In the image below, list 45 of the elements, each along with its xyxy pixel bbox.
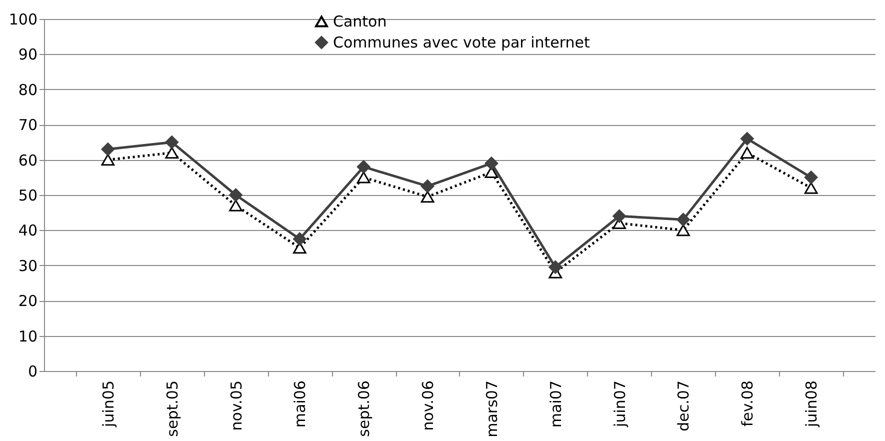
point bbox=[165, 136, 179, 149]
point bbox=[612, 209, 626, 223]
point bbox=[804, 170, 818, 184]
y-tick-label: 90 bbox=[18, 46, 38, 64]
point bbox=[804, 182, 818, 194]
point bbox=[101, 142, 115, 156]
point bbox=[676, 224, 690, 236]
legend-label: Canton bbox=[333, 12, 387, 30]
y-tick-label: 20 bbox=[18, 292, 38, 310]
x-tick-label: sept.05 bbox=[163, 380, 182, 437]
y-tick-label: 80 bbox=[18, 80, 38, 99]
x-tick-label: sept.06 bbox=[355, 380, 374, 437]
point bbox=[420, 190, 434, 203]
point bbox=[740, 132, 754, 146]
point bbox=[548, 260, 562, 274]
x-tick-label: mars07 bbox=[482, 380, 501, 438]
y-tick-label: 100 bbox=[8, 10, 38, 28]
x-tick-label: juin05 bbox=[99, 380, 118, 428]
y-tick-label: 0 bbox=[28, 362, 38, 380]
point bbox=[165, 146, 179, 159]
point bbox=[420, 180, 434, 193]
point bbox=[229, 188, 242, 202]
point bbox=[293, 232, 306, 246]
point bbox=[356, 172, 370, 184]
x-tick-label: mai07 bbox=[546, 380, 565, 428]
x-tick-label: mai06 bbox=[291, 380, 310, 428]
point bbox=[229, 200, 242, 212]
point bbox=[101, 154, 115, 166]
y-tick-label: 70 bbox=[18, 116, 38, 134]
y-tick-label: 40 bbox=[18, 222, 38, 240]
x-tick-label: juin07 bbox=[610, 380, 629, 428]
x-tick-label: nov.06 bbox=[419, 380, 438, 431]
legend-label: Communes avec vote par internet bbox=[333, 34, 590, 52]
point bbox=[740, 146, 754, 159]
point bbox=[676, 212, 690, 226]
point bbox=[356, 160, 370, 174]
y-tick-label: 60 bbox=[18, 151, 38, 170]
x-tick-label: dec.07 bbox=[674, 380, 693, 432]
y-tick-label: 50 bbox=[18, 186, 38, 204]
y-tick-label: 30 bbox=[18, 256, 38, 275]
point bbox=[484, 156, 498, 170]
x-tick-label: fev.08 bbox=[738, 380, 757, 427]
x-tick-label: nov.05 bbox=[227, 380, 246, 431]
y-tick-label: 10 bbox=[18, 327, 38, 346]
x-tick-label: juin08 bbox=[802, 380, 821, 428]
